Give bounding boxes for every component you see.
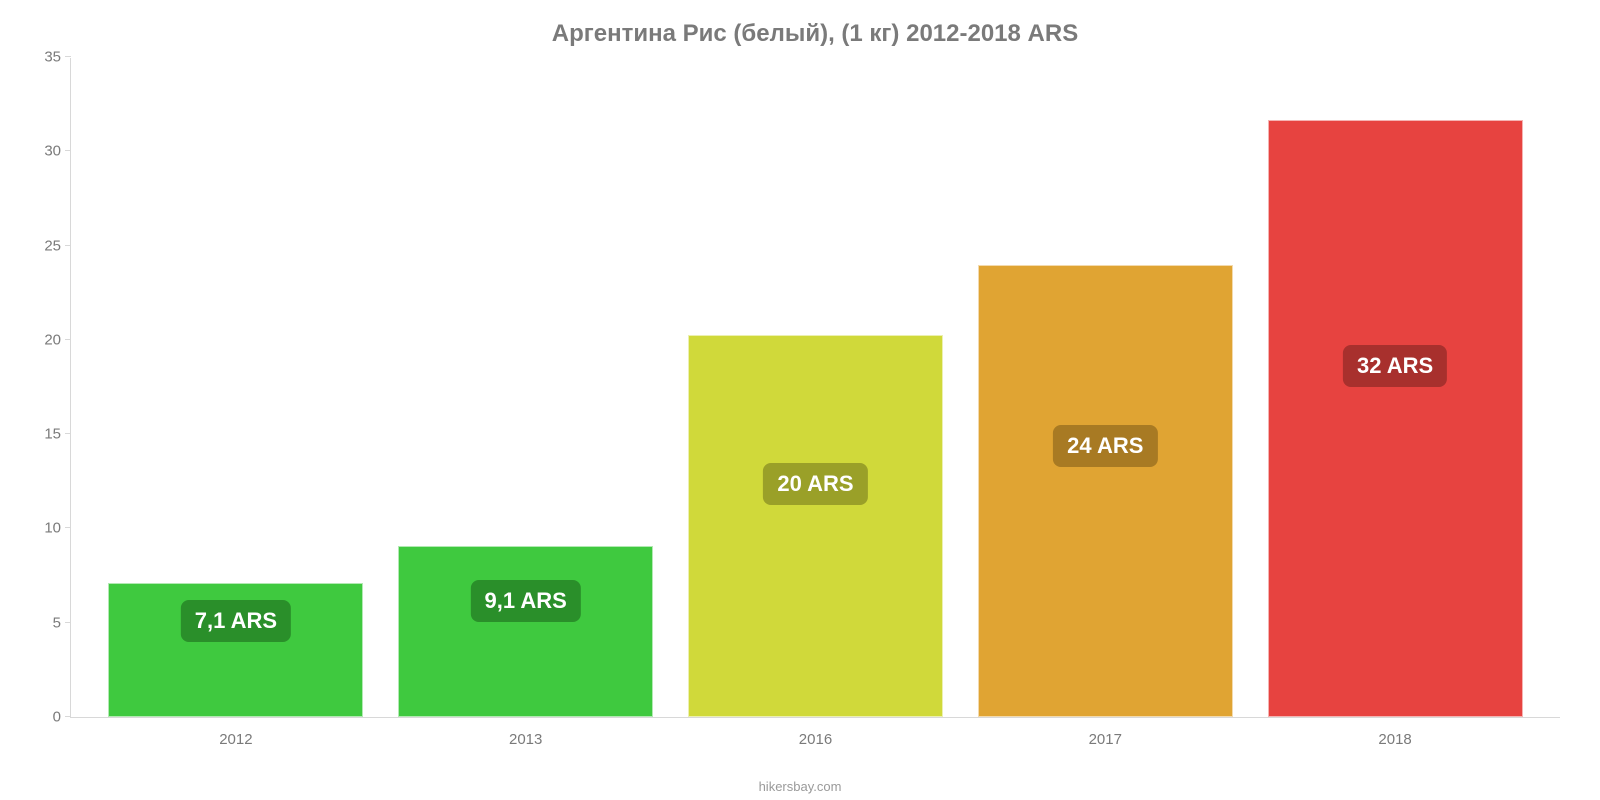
ytick-label: 0 [21, 709, 61, 726]
attribution-text: hikersbay.com [0, 779, 1600, 794]
ytick-label: 25 [21, 237, 61, 254]
ytick-label: 35 [21, 49, 61, 66]
bar-slot: 9,1 ARS2013 [381, 58, 671, 717]
bar-slot: 32 ARS2018 [1250, 58, 1540, 717]
bar-value-label: 9,1 ARS [471, 580, 581, 622]
bar: 32 ARS [1268, 120, 1523, 717]
bars-container: 7,1 ARS20129,1 ARS201320 ARS201624 ARS20… [71, 58, 1560, 717]
price-chart: Аргентина Рис (белый), (1 кг) 2012-2018 … [0, 0, 1600, 800]
chart-title: Аргентина Рис (белый), (1 кг) 2012-2018 … [70, 20, 1560, 48]
xtick-label: 2017 [1089, 731, 1122, 748]
ytick-label: 5 [21, 614, 61, 631]
ytick-mark [65, 56, 71, 57]
bar: 7,1 ARS [108, 583, 363, 717]
xtick-label: 2016 [799, 731, 832, 748]
xtick-label: 2018 [1378, 731, 1411, 748]
bar-value-label: 20 ARS [763, 463, 867, 505]
xtick-label: 2013 [509, 731, 542, 748]
bar: 20 ARS [688, 335, 943, 717]
bar-slot: 20 ARS2016 [671, 58, 961, 717]
bar-value-label: 32 ARS [1343, 345, 1447, 387]
bar-value-label: 24 ARS [1053, 425, 1157, 467]
bar: 24 ARS [978, 265, 1233, 717]
bar-slot: 7,1 ARS2012 [91, 58, 381, 717]
xtick-label: 2012 [219, 731, 252, 748]
bar-value-label: 7,1 ARS [181, 600, 291, 642]
bar: 9,1 ARS [398, 546, 653, 717]
ytick-label: 20 [21, 331, 61, 348]
bar-slot: 24 ARS2017 [960, 58, 1250, 717]
plot-area: 05101520253035 7,1 ARS20129,1 ARS201320 … [70, 58, 1560, 718]
ytick-label: 15 [21, 426, 61, 443]
ytick-label: 10 [21, 520, 61, 537]
ytick-label: 30 [21, 143, 61, 160]
